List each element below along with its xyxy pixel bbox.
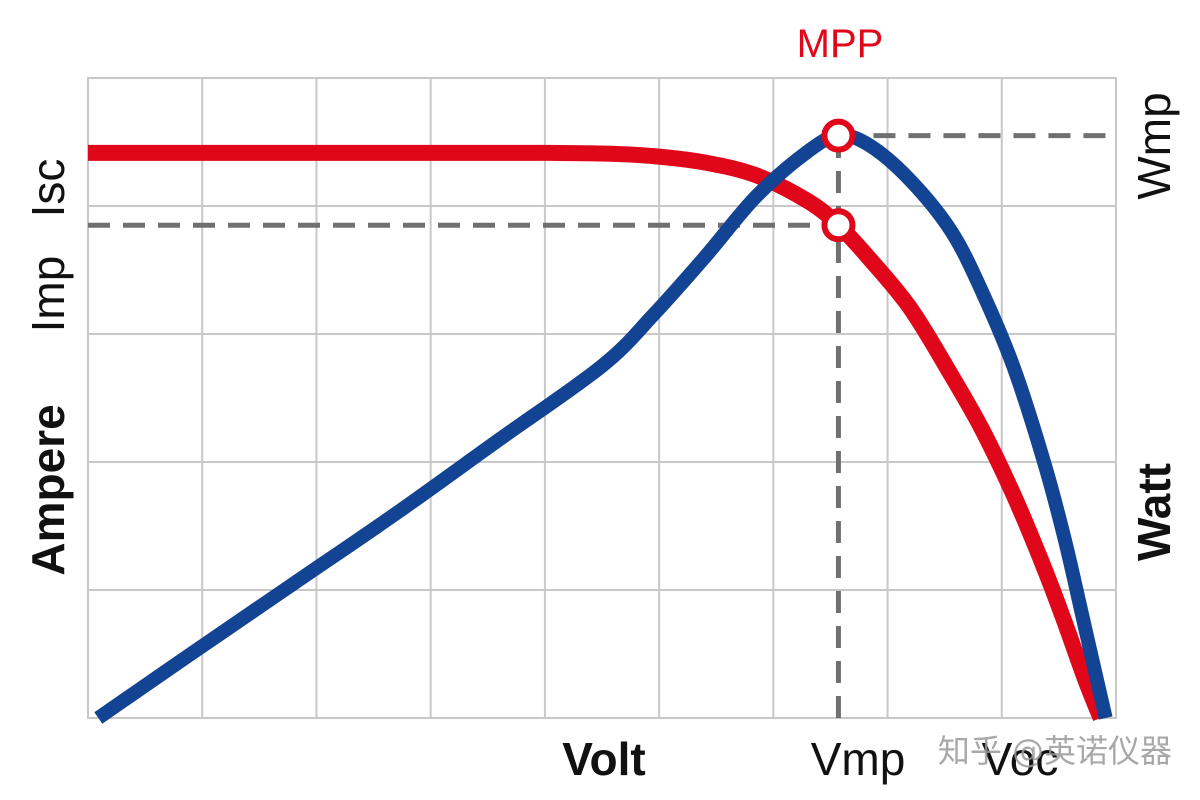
imp-marker xyxy=(821,208,856,243)
mpp-annotation: MPP xyxy=(797,22,884,66)
watermark-text: 知乎 @英诺仪器 xyxy=(938,732,1172,770)
y-tick-isc: Isc xyxy=(22,159,74,218)
x-axis-label: Volt xyxy=(562,733,645,785)
x-tick-vmp: Vmp xyxy=(811,733,906,785)
y-axis-left-label: Ampere xyxy=(22,404,74,575)
y-tick-imp: Imp xyxy=(22,256,74,333)
mpp-guides xyxy=(88,133,1116,718)
plot-frame xyxy=(87,77,1117,719)
current-curve xyxy=(87,144,1109,722)
grid xyxy=(87,77,1117,719)
y-axis-right-label: Watt xyxy=(1128,463,1180,561)
mpp-marker xyxy=(821,118,856,153)
power-curve xyxy=(94,128,1113,724)
x-tick-voc: Voc xyxy=(982,733,1059,785)
y-tick-wmp: Wmp xyxy=(1128,92,1180,199)
